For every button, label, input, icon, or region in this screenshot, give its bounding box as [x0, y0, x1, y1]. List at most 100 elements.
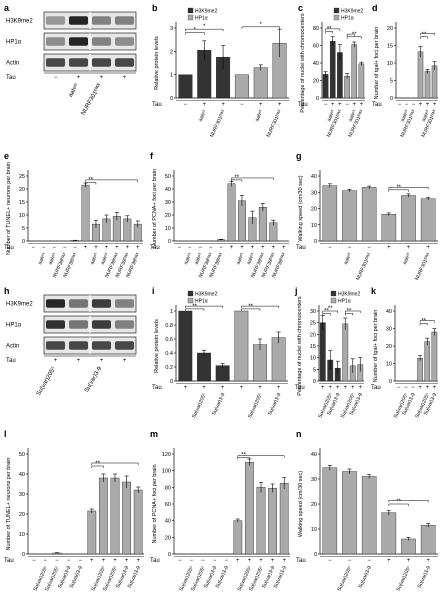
- y-tick-label: 60: [313, 44, 319, 50]
- tau-sign: +: [338, 102, 342, 108]
- panel-label: i: [152, 286, 155, 296]
- tau-row-label: Tau: [150, 245, 160, 251]
- panel-e: e 0 5 10 15 20 25 Number of TUNEL+ neurons per …: [4, 151, 143, 279]
- y-tick-label: 15: [310, 344, 316, 350]
- tau-sign: +: [426, 245, 430, 251]
- y-tick-label: 30: [165, 200, 171, 206]
- legend-swatch: [187, 14, 194, 21]
- bar: [233, 520, 243, 555]
- tau-sign: −: [42, 245, 46, 251]
- blot-band: [46, 37, 65, 46]
- bar: [381, 512, 397, 555]
- y-tick-label: 20: [19, 187, 25, 193]
- significance-bracket: [419, 320, 435, 323]
- legend-label: H3K9me2: [195, 9, 217, 15]
- panel-d: d 0 5 10 15 20 Number of tgal+ foci per brain −…: [372, 3, 438, 138]
- significance-bracket: [237, 455, 285, 458]
- tau-sign: −: [398, 102, 402, 108]
- tau-sign: −: [32, 558, 36, 564]
- tau-sign: −: [324, 102, 328, 108]
- y-tick-label: 20: [311, 502, 317, 508]
- bar: [431, 65, 438, 99]
- y-tick-label: 100: [162, 469, 171, 475]
- panel-k: k 0 10 20 30 40 Number of tgal+ foci per brain…: [371, 286, 438, 419]
- tau-sign: +: [271, 558, 275, 564]
- y-tick-label: 0.6: [165, 337, 173, 343]
- significance-label: **: [422, 32, 427, 38]
- bar: [424, 71, 431, 99]
- blot-band: [69, 320, 88, 329]
- category-label: aahᵉ³: [254, 109, 265, 123]
- significance-bracket: [388, 189, 409, 192]
- legend-label: HP1α: [195, 16, 208, 22]
- tau-row-label: Tau: [6, 75, 16, 81]
- bar: [401, 195, 416, 242]
- tau-sign: −: [78, 558, 82, 564]
- tau-sign: −: [198, 245, 202, 251]
- tau-sign: −: [188, 245, 192, 251]
- y-tick-label: 10: [19, 213, 25, 219]
- y-tick-label: 0: [170, 96, 173, 102]
- blot-band: [69, 16, 88, 25]
- category-label: aahᵉ³: [193, 252, 204, 266]
- significance-bracket: [185, 32, 205, 35]
- blot-band: [92, 58, 111, 67]
- significance-label: **: [88, 178, 93, 184]
- significance-label: *: [203, 24, 206, 30]
- blot-band: [46, 320, 65, 329]
- tau-row-label: Tau: [295, 385, 305, 391]
- panel-l: l 0 10 20 30 40 50 Number of TUNEL+ neurons per…: [4, 429, 144, 592]
- panel-label: l: [4, 429, 7, 439]
- category-label: aahᵉ³: [402, 252, 413, 266]
- y-tick-label: 20: [387, 26, 393, 32]
- panel-label: e: [4, 151, 9, 161]
- significance-bracket: [91, 462, 139, 465]
- y-tick-label: 5: [313, 367, 316, 373]
- y-tick-label: 1: [170, 73, 173, 79]
- tau-sign: +: [125, 558, 129, 564]
- tau-sign: +: [351, 385, 355, 391]
- tau-sign: −: [63, 245, 67, 251]
- significance-bracket: [241, 305, 279, 309]
- tau-sign: −: [177, 245, 181, 251]
- bar: [87, 510, 97, 555]
- significance-bracket: [388, 500, 429, 503]
- category-label: aahᵉ³: [326, 109, 337, 123]
- category-label: Su(var)3-9: [358, 565, 374, 589]
- legend-swatch: [187, 297, 194, 304]
- bar: [215, 365, 230, 382]
- significance-bracket: [85, 179, 139, 182]
- y-tick-label: 0: [389, 379, 392, 385]
- blot-band: [92, 299, 111, 308]
- significance-bracket: [420, 33, 435, 36]
- significance-label: **: [241, 452, 246, 458]
- bar: [424, 341, 431, 382]
- y-tick-label: 25: [19, 174, 25, 180]
- tau-sign: +: [343, 385, 347, 391]
- bar: [417, 358, 423, 382]
- blot-band: [92, 341, 111, 350]
- y-tick-label: 40: [313, 61, 319, 67]
- tau-sign: +: [251, 245, 255, 251]
- y-tick-label: 60: [165, 502, 171, 508]
- bar: [420, 525, 436, 555]
- y-tick-label: 25: [310, 321, 316, 327]
- bar: [420, 198, 436, 242]
- blot-band: [69, 341, 88, 350]
- tau-sign: +: [123, 75, 127, 81]
- significance-bracket: [91, 465, 104, 468]
- y-axis-label: Number of PCNA+ foci per brain: [152, 464, 158, 543]
- tau-row-label: Tau: [150, 558, 160, 564]
- tau-sign: +: [425, 385, 429, 391]
- category-label: aahᵉ³: [198, 109, 209, 123]
- category-label: aahᵉ³: [183, 252, 194, 266]
- tau-sign: +: [136, 245, 140, 251]
- tau-sign: −: [411, 385, 415, 391]
- y-tick-label: 30: [311, 190, 317, 196]
- y-tick-label: 5: [22, 226, 25, 232]
- panel-label: m: [150, 429, 158, 439]
- tau-sign: −: [405, 102, 409, 108]
- y-tick-label: 10: [19, 532, 25, 538]
